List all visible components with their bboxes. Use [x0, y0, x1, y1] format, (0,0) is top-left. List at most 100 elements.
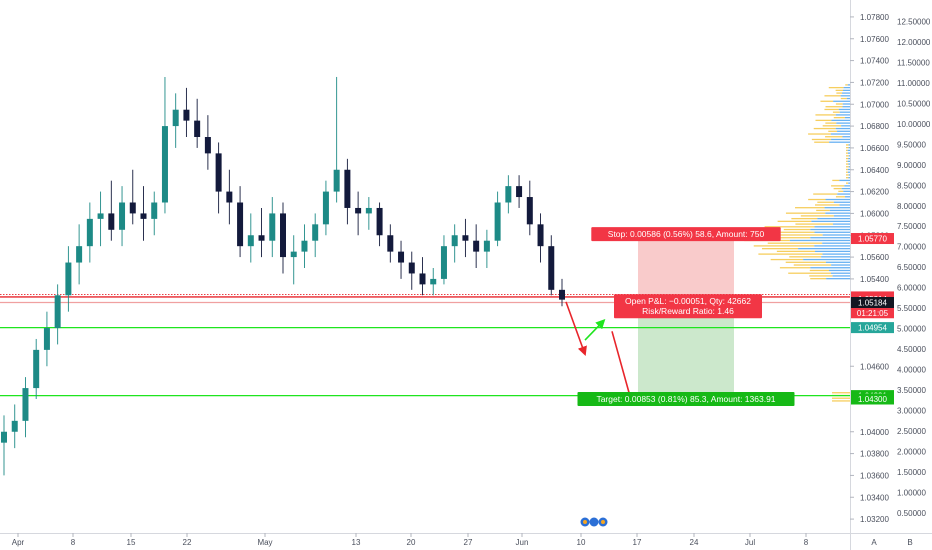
time-tick-label: 10	[577, 538, 586, 547]
price-axis[interactable]: 1.07800 1.07600 1.07400 1.07200 1.07000 1.068…	[850, 0, 931, 550]
time-tick-label: 8	[804, 538, 809, 547]
price-tag-label: 1.04300	[858, 395, 887, 404]
volume-profile-buy-bar	[832, 223, 850, 225]
volume-profile-buy-bar	[847, 84, 850, 86]
volume-profile-sell-bar	[846, 163, 849, 165]
secondary-tick-label: 7.00000	[897, 243, 926, 252]
price-tick-label: 1.03400	[860, 493, 889, 502]
volume-profile-buy-bar	[843, 89, 850, 92]
volume-profile-sell-bar	[846, 166, 849, 168]
axis-button-b[interactable]: B	[907, 538, 912, 547]
candle-body	[140, 213, 147, 219]
pnl-label: Open P&L: −0.00051, Qty: 42662Risk/Rewar…	[614, 294, 762, 319]
candle-body	[355, 207, 362, 214]
price-tick-label: 1.07600	[860, 35, 889, 44]
volume-profile-sell-bar	[832, 392, 850, 394]
volume-profile-buy-bar	[848, 157, 850, 160]
price-tick-label: 1.03200	[860, 515, 889, 524]
volume-profile-buy-bar	[830, 133, 850, 135]
logo-mark	[580, 517, 608, 527]
volume-profile-buy-bar	[811, 220, 850, 223]
volume-profile-buy-bar	[814, 226, 850, 228]
volume-profile-sell-bar	[785, 261, 826, 263]
candle-body	[365, 207, 372, 214]
candle-body	[43, 328, 50, 350]
volume-profile-sell-bar	[809, 269, 829, 272]
volume-profile-sell-bar	[824, 108, 839, 111]
volume-profile-sell-bar	[813, 193, 838, 195]
volume-profile-buy-bar	[844, 116, 850, 119]
volume-profile-buy-bar	[822, 234, 850, 236]
candle-body	[1, 431, 7, 443]
axis-button-a[interactable]: A	[871, 538, 877, 547]
volume-profile-sell-bar	[767, 231, 815, 233]
volume-profile-sell-bar	[785, 212, 826, 214]
candle-body	[322, 191, 329, 225]
volume-profile-buy-bar	[846, 97, 850, 100]
pnl-label-text: Risk/Reward Ratio: 1.46	[642, 306, 734, 316]
candle-body	[526, 197, 533, 225]
volume-profile-sell-bar	[846, 152, 848, 154]
target-label-bg	[577, 392, 795, 406]
volume-profile-buy-bar	[847, 149, 850, 152]
price-tag: 1.05184	[851, 296, 894, 308]
secondary-tick-label: 9.00000	[897, 161, 926, 170]
candle-body	[204, 137, 211, 154]
volume-profile-sell-bar	[800, 215, 834, 217]
candle-body	[247, 235, 254, 247]
volume-profile-buy-bar	[842, 106, 850, 108]
volume-profile-buy-bar	[848, 155, 850, 157]
price-tick-label: 1.06000	[860, 209, 889, 218]
candle-body	[108, 213, 115, 230]
volume-profile-sell-bar	[825, 122, 837, 124]
price-tag-bg	[851, 307, 894, 319]
candle-body	[119, 202, 126, 230]
candle-body	[505, 186, 512, 203]
volume-profile-sell-bar	[832, 179, 840, 182]
volume-profile-sell-bar	[795, 223, 833, 225]
candle-body	[183, 109, 190, 121]
volume-profile-sell-bar	[846, 155, 849, 157]
projected-path-arrow	[611, 331, 635, 406]
volume-profile-buy-bar	[848, 144, 850, 146]
volume-profile-buy-bar	[830, 272, 850, 274]
projected-path-arrow	[565, 301, 587, 357]
volume-profile-buy-bar	[821, 256, 850, 258]
candle-body	[226, 191, 233, 203]
secondary-tick-label: 11.50000	[897, 58, 930, 67]
volume-profile-sell-bar	[811, 138, 832, 141]
volume-profile-buy-bar	[833, 201, 850, 203]
volume-profile-buy-bar	[848, 147, 850, 149]
candle-body	[301, 240, 308, 252]
volume-profile-sell-bar	[831, 185, 845, 187]
candle-body	[473, 240, 480, 252]
candle-body	[398, 251, 405, 263]
volume-profile-buy-bar	[810, 228, 850, 231]
volume-profile-sell-bar	[791, 217, 818, 220]
volume-profile-sell-bar	[838, 190, 844, 192]
volume-profile-buy-bar	[848, 182, 850, 184]
time-axis[interactable]: Apr 8 15 22 May 13 20 27 Jun 10 17 24 Jul 8 A B	[0, 533, 932, 547]
secondary-tick-label: 8.00000	[897, 202, 926, 211]
price-tick-label: 1.03800	[860, 450, 889, 459]
secondary-tick-label: 10.50000	[897, 99, 931, 108]
secondary-tick-label: 7.50000	[897, 222, 926, 231]
time-tick-label: Jun	[516, 538, 529, 547]
secondary-tick-label: 3.50000	[897, 386, 926, 395]
volume-profile-buy-bar	[828, 269, 850, 272]
volume-profile-sell-bar	[835, 196, 845, 198]
volume-profile-buy-bar	[803, 258, 850, 261]
volume-profile-buy-bar	[842, 136, 850, 138]
volume-profile-buy-bar	[833, 215, 850, 217]
volume-profile-sell-bar	[793, 264, 832, 266]
secondary-tick-label: 12.50000	[897, 18, 931, 27]
volume-profile-buy-bar	[842, 103, 850, 105]
price-tag-bg	[851, 322, 894, 334]
volume-profile-buy-bar	[841, 187, 850, 190]
price-tick-label: 1.04000	[860, 428, 889, 437]
volume-profile-sell-bar	[816, 209, 830, 212]
volume-profile-buy-bar	[831, 264, 850, 266]
candle-body	[462, 235, 469, 241]
candle-body	[483, 240, 490, 252]
